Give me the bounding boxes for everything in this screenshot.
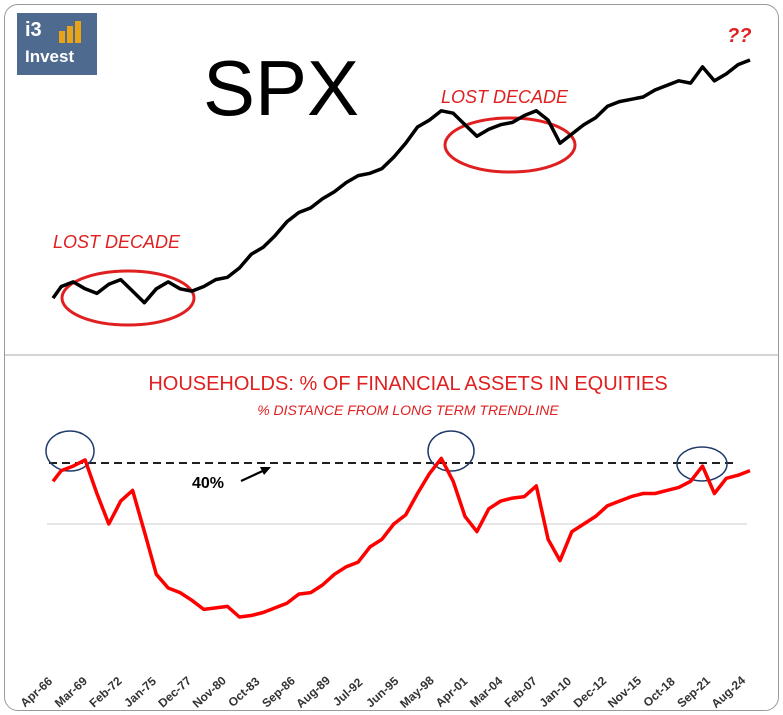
x-axis-ticks: Apr-66Mar-69Feb-72Jan-75Dec-77Nov-80Oct-… (18, 673, 749, 710)
x-tick-label: Jan-75 (121, 674, 159, 710)
lost-decade-circle-2 (443, 116, 577, 174)
x-tick-label: Jul-92 (330, 675, 365, 709)
x-tick-label: Oct-18 (641, 674, 678, 710)
x-tick-label: Apr-66 (18, 674, 56, 710)
x-tick-label: Feb-07 (502, 674, 540, 710)
x-tick-label: Dec-12 (571, 673, 610, 710)
peak-circle-3 (676, 446, 728, 482)
x-tick-label: Aug-24 (709, 673, 749, 710)
x-tick-label: Jan-10 (537, 674, 575, 710)
logo-bars-icon (59, 19, 89, 43)
x-tick-label: May-98 (397, 673, 437, 710)
chart-frame: i3 Invest SPX ?? LOST DECADE LOST DECADE… (4, 4, 779, 711)
peak-circle-1 (45, 430, 95, 472)
chart-canvas: SPX ?? LOST DECADE LOST DECADE HOUSEHOLD… (5, 25, 778, 710)
x-tick-label: Oct-83 (225, 674, 262, 710)
x-tick-label: Mar-04 (467, 674, 505, 710)
x-tick-label: Dec-77 (155, 673, 194, 710)
threshold-arrowhead-icon (260, 467, 271, 475)
lost-decade-label-2: LOST DECADE (441, 87, 569, 107)
question-annotation: ?? (727, 25, 751, 47)
i3-invest-logo: i3 Invest (17, 13, 97, 75)
x-tick-label: Sep-86 (259, 673, 298, 710)
x-tick-label: Apr-01 (433, 674, 471, 710)
lost-decade-circle-1 (60, 269, 196, 327)
lost-decade-label-1: LOST DECADE (53, 232, 181, 252)
x-tick-label: Aug-89 (293, 673, 333, 710)
x-tick-label: Jun-95 (363, 674, 401, 710)
spx-series-line (51, 58, 751, 305)
spx-title: SPX (203, 44, 359, 132)
x-tick-label: Nov-15 (605, 673, 644, 710)
logo-text-invest: Invest (25, 47, 75, 66)
x-tick-label: Sep-21 (674, 673, 713, 710)
x-tick-label: Nov-80 (190, 673, 229, 710)
logo-text-i3: i3 (25, 19, 42, 41)
peak-circle-2 (427, 430, 475, 472)
equities-title: HOUSEHOLDS: % OF FINANCIAL ASSETS IN EQU… (148, 373, 667, 395)
threshold-label: 40% (192, 475, 224, 492)
x-tick-label: Feb-72 (86, 674, 124, 710)
equities-series-line (51, 456, 751, 619)
x-tick-label: Mar-69 (52, 674, 90, 710)
equities-subtitle: % DISTANCE FROM LONG TERM TRENDLINE (257, 402, 559, 418)
